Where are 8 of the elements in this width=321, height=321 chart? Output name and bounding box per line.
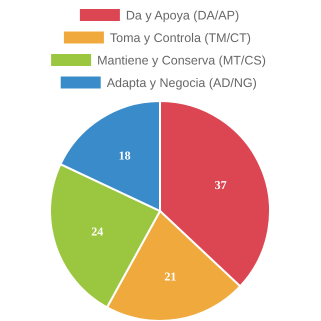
data-label: 37 [214,178,227,192]
legend-label: Toma y Controla (TM/CT) [110,30,251,45]
legend-label: Da y Apoya (DA/AP) [126,8,240,22]
legend-label: Mantiene y Conserva (MT/CS) [97,53,266,68]
data-label: 18 [118,148,131,162]
data-label: 24 [91,224,104,239]
data-label: 21 [164,269,176,284]
legend-label: Adapta y Negocia (AD/NG) [106,76,257,90]
